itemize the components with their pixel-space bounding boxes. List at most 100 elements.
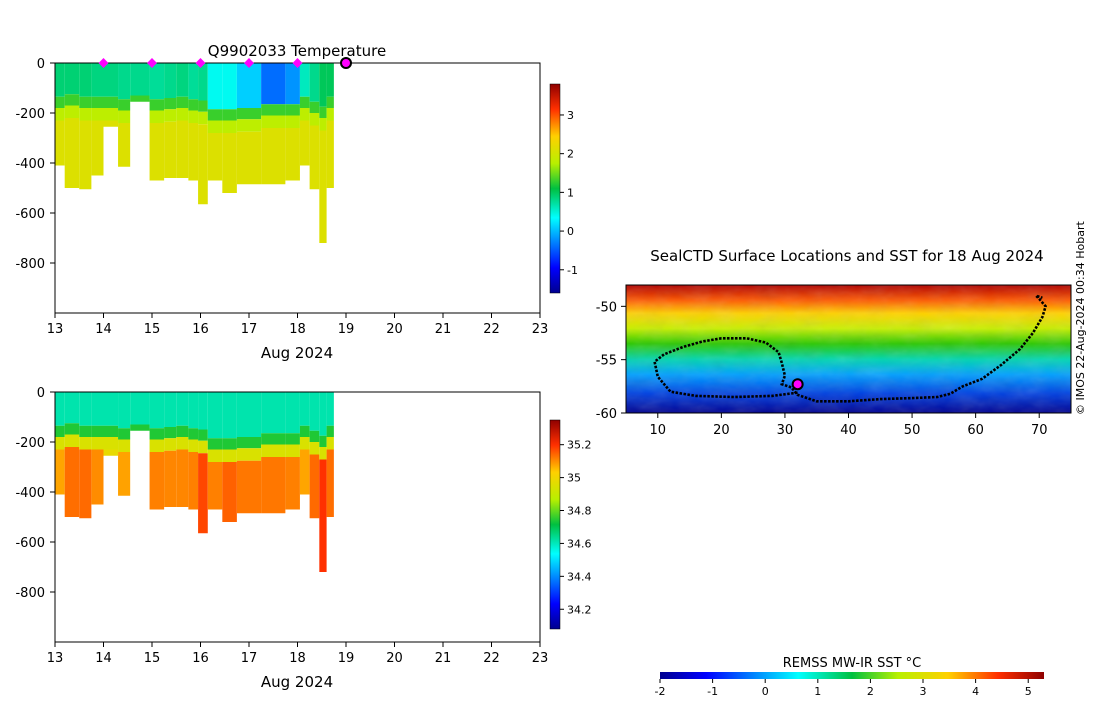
x-tick-label: 13 — [47, 651, 64, 666]
x-tick-label: 15 — [144, 322, 161, 337]
salinity-cell — [236, 460, 262, 514]
temperature-cell — [55, 120, 65, 166]
salinity-cell — [79, 425, 92, 437]
salinity-cell — [198, 440, 208, 454]
x-tick-label: 21 — [435, 322, 452, 337]
sst-map-ticks: 10 20 30 40 50 60 70 -50 -55 -60 — [596, 300, 1048, 438]
salinity-cell — [309, 430, 320, 442]
map-x-tick-label: 50 — [904, 423, 921, 438]
temperature-cell — [207, 109, 223, 121]
x-tick-label: 16 — [192, 651, 209, 666]
temperature-cell — [207, 133, 223, 181]
temperature-cell — [130, 63, 150, 96]
temperature-cell — [222, 63, 237, 110]
salinity-cell — [222, 392, 237, 439]
temperature-cell — [222, 120, 237, 133]
map-x-tick-label: 30 — [777, 423, 794, 438]
temperature-cell — [64, 63, 80, 95]
y-tick-label: -600 — [15, 536, 45, 551]
x-tick-label: 18 — [289, 322, 306, 337]
sst-colorbar-ticks: -2 -1 0 1 2 3 4 5 — [655, 679, 1032, 698]
temperature-cell — [326, 120, 334, 188]
temperature-cell — [198, 111, 208, 125]
salinity-cell — [79, 392, 92, 426]
salinity-cell — [261, 457, 286, 514]
sst-colorbar-tick-label: 2 — [867, 685, 874, 698]
salinity-cell — [285, 433, 300, 445]
temperature-cell — [91, 108, 104, 121]
temperature-cell — [285, 115, 300, 128]
salinity-cell — [285, 444, 300, 457]
salinity-cell — [326, 392, 334, 426]
temperature-cell — [55, 63, 65, 97]
temperature-cell — [309, 113, 320, 126]
salinity-cell — [118, 452, 131, 496]
salinity-cell — [261, 444, 286, 457]
map-x-tick-label: 20 — [713, 423, 730, 438]
temperature-cell — [236, 63, 262, 108]
temperature-cell — [236, 131, 262, 185]
temperature-cell — [198, 100, 208, 112]
x-tick-label: 19 — [338, 651, 355, 666]
x-tick-label: 17 — [241, 651, 258, 666]
salinity-cell — [176, 449, 189, 507]
salinity-cell — [149, 392, 165, 429]
temperature-cell — [319, 130, 327, 243]
salinity-cell — [188, 452, 199, 510]
temperature-cell — [79, 96, 92, 108]
salinity-cell — [319, 435, 327, 447]
current-location-marker — [791, 378, 804, 391]
temperature-cell — [188, 123, 199, 181]
temperature-cell — [299, 108, 310, 121]
salinity-cell — [55, 449, 65, 495]
colorbar-tick-label: 34.4 — [567, 570, 592, 583]
x-tick-label: 13 — [47, 322, 64, 337]
temperature-cell — [176, 108, 189, 121]
temperature-cell — [285, 63, 300, 105]
salinity-cell — [118, 392, 131, 429]
temperature-cell — [207, 63, 223, 110]
temperature-xlabel: Aug 2024 — [261, 344, 333, 362]
salinity-cell — [319, 459, 327, 572]
salinity-cell — [319, 392, 327, 436]
sst-colorbar-tick-label: -1 — [707, 685, 718, 698]
temperature-cell — [222, 109, 237, 121]
temperature-cell — [309, 63, 320, 102]
salinity-cell — [188, 428, 199, 440]
salinity-cell — [164, 438, 177, 451]
salinity-cell — [91, 425, 104, 437]
salinity-cell — [222, 449, 237, 462]
temperature-cell — [64, 118, 80, 188]
colorbar-tick-label: 0 — [567, 225, 574, 238]
salinity-cell — [309, 392, 320, 431]
salinity-cell — [55, 392, 65, 426]
salinity-cell — [103, 392, 119, 426]
temperature-cell — [319, 106, 327, 118]
salinity-cell — [55, 425, 65, 437]
salinity-cell — [299, 392, 310, 426]
temperature-cell — [236, 108, 262, 120]
sst-colorbar-tick-label: 0 — [762, 685, 769, 698]
x-tick-label: 19 — [338, 322, 355, 337]
temperature-cell — [198, 63, 208, 101]
profile-marker — [244, 58, 254, 68]
map-y-tick-label: -55 — [596, 354, 617, 369]
salinity-cell — [91, 449, 104, 505]
salinity-cell — [207, 392, 223, 439]
salinity-cell — [285, 457, 300, 510]
salinity-cell — [198, 429, 208, 441]
y-tick-label: -200 — [15, 436, 45, 451]
salinity-cells — [55, 392, 334, 572]
temperature-cell — [261, 63, 286, 105]
temperature-cell — [198, 124, 208, 205]
salinity-cell — [130, 392, 150, 425]
temperature-cell — [91, 120, 104, 176]
salinity-cell — [261, 433, 286, 445]
sst-colorbar-tick-label: 5 — [1025, 685, 1032, 698]
temperature-cell — [326, 108, 334, 121]
map-x-tick-label: 40 — [840, 423, 857, 438]
temperature-cells — [55, 63, 334, 243]
colorbar-tick-label: 34.8 — [567, 505, 592, 518]
sst-colorbar-tick-label: -2 — [655, 685, 666, 698]
